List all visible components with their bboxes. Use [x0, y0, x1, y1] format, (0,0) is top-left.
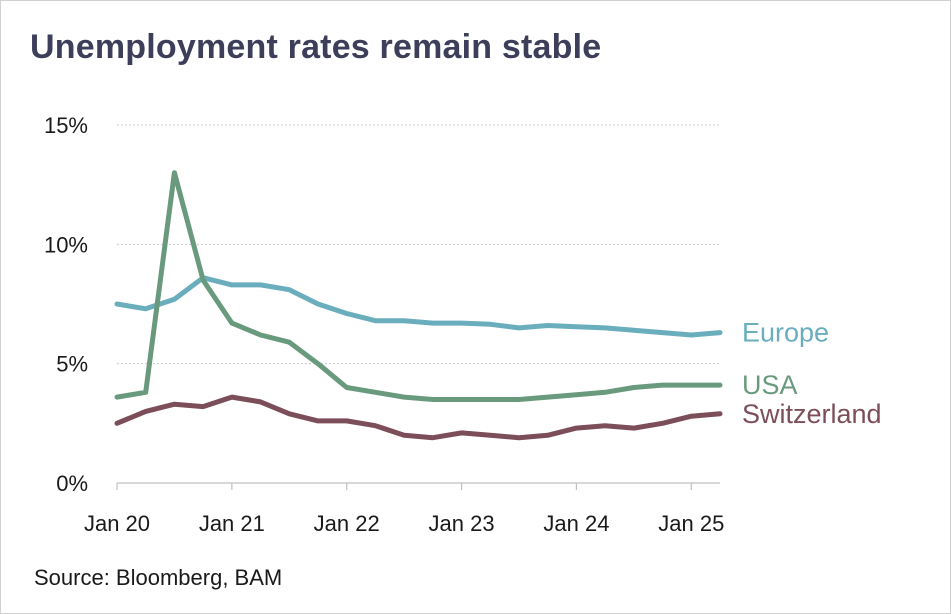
y-axis-ticks: 0% 5% 10% 15% [44, 113, 88, 496]
x-tick-label: Jan 24 [543, 511, 609, 536]
series-label-europe: Europe [742, 318, 829, 348]
x-tick-label: Jan 25 [658, 511, 724, 536]
gridlines [117, 124, 720, 365]
series-label-switzerland: Switzerland [742, 399, 882, 429]
series-lines [114, 170, 723, 441]
y-tick-label: 5% [56, 352, 88, 377]
y-tick-label: 15% [44, 113, 88, 138]
x-tick-label: Jan 22 [314, 511, 380, 536]
x-tick-label: Jan 20 [84, 511, 150, 536]
series-line-usa [114, 170, 723, 402]
y-tick-label: 0% [56, 471, 88, 496]
y-tick-label: 10% [44, 232, 88, 257]
series-line-europe [114, 275, 723, 338]
x-axis-ticks: Jan 20 Jan 21 Jan 22 Jan 23 Jan 24 Jan 25 [84, 483, 724, 536]
chart-title: Unemployment rates remain stable [30, 28, 602, 66]
series-line-switzerland [114, 394, 723, 441]
series-label-usa: USA [742, 370, 798, 400]
source-note: Source: Bloomberg, BAM [34, 565, 283, 590]
x-tick-label: Jan 23 [429, 511, 495, 536]
x-tick-label: Jan 21 [199, 511, 265, 536]
